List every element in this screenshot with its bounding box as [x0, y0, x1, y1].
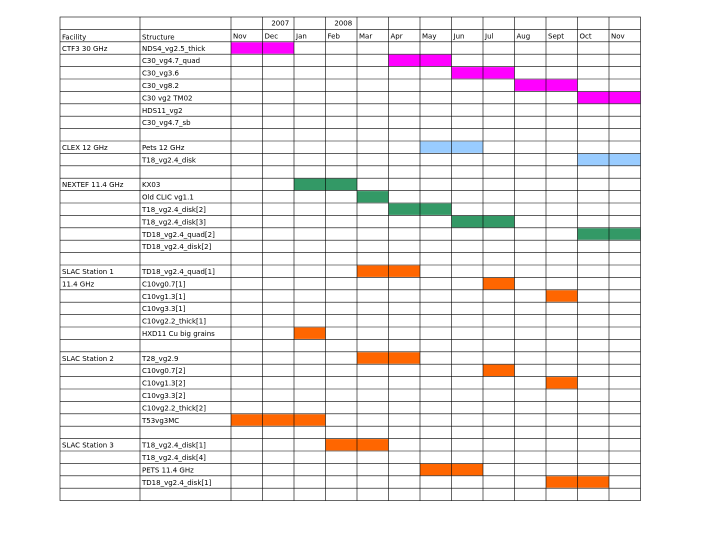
month-header: May	[422, 32, 436, 40]
structure-label: TD18_vg2.4_disk[2]	[141, 243, 212, 251]
structure-header: Structure	[142, 33, 175, 41]
structure-label: T18_vg2.4_disk[4]	[141, 454, 206, 462]
schedule-bar	[357, 191, 389, 203]
schedule-bar	[483, 364, 515, 377]
schedule-bar	[546, 290, 578, 302]
structure-label: C30 vg2 TM02	[142, 94, 193, 102]
structure-label: TD18_vg2.4_quad[2]	[141, 231, 215, 239]
structure-label: PETS 11.4 GHz	[142, 466, 194, 474]
facility-label: CLEX 12 GHz	[62, 144, 108, 152]
structure-label: TD18_vg2.4_disk[1]	[141, 479, 212, 487]
facility-label: SLAC Station 1	[62, 268, 114, 276]
month-header: Nov	[611, 32, 625, 40]
structure-label: C10vg2.2_thick[2]	[142, 404, 206, 412]
year-label: 2008	[334, 20, 352, 28]
month-header: Jul	[484, 32, 494, 40]
structure-label: C30_vg4.7_quad	[142, 57, 200, 65]
schedule-bar	[294, 327, 326, 339]
month-header: Feb	[328, 32, 341, 40]
structure-label: C30_vg8.2	[142, 82, 179, 90]
structure-label: T18_vg2.4_disk[2]	[141, 206, 206, 214]
facility-header: Facility	[62, 33, 86, 41]
schedule-bar	[546, 377, 578, 389]
structure-label: T18_vg2.4_disk[1]	[141, 442, 206, 450]
schedule-bar	[483, 277, 515, 290]
month-header: Oct	[580, 32, 592, 40]
schedule-bar	[231, 414, 326, 426]
month-header: Nov	[233, 32, 247, 40]
structure-label: HDS11_vg2	[142, 107, 183, 115]
facility-label: SLAC Station 2	[62, 355, 114, 363]
month-header: Mar	[359, 32, 372, 40]
structure-label: Old CLIC vg1.1	[142, 194, 194, 202]
month-header: Jun	[453, 32, 465, 40]
year-label: 2007	[271, 20, 289, 28]
structure-label: T18_vg2.4_disk[3]	[141, 218, 206, 226]
month-header: Apr	[391, 32, 403, 40]
grid-lines	[59, 16, 641, 501]
structure-label: C30_vg4.7_sb	[142, 119, 191, 127]
structure-label: C30_vg3.6	[142, 70, 180, 78]
structure-label: Pets 12 GHz	[142, 144, 185, 152]
month-header: Dec	[265, 32, 279, 40]
structure-label: C10vg0.7[1]	[142, 280, 186, 288]
structure-label: C10vg1.3[2]	[142, 380, 186, 388]
facility-label: 11.4 GHz	[62, 280, 94, 288]
structure-label: C10vg1.3[1]	[142, 293, 186, 301]
structure-label: C10vg3.3[2]	[142, 392, 186, 400]
structure-label: KX03	[142, 181, 160, 189]
facility-label: NEXTEF 11.4 GHz	[62, 181, 124, 189]
month-header: Jan	[295, 32, 307, 40]
structure-label: T18_vg2.4_disk	[141, 156, 197, 164]
structure-label: TD18_vg2.4_quad[1]	[141, 268, 215, 276]
structure-label: T53vg3MC	[141, 417, 179, 425]
table-border	[59, 16, 641, 501]
facility-label: CTF3 30 GHz	[62, 45, 108, 53]
structure-label: C10vg3.3[1]	[142, 305, 186, 313]
structure-label: C10vg2.2_thick[1]	[142, 318, 206, 326]
facility-label: SLAC Station 3	[62, 442, 114, 450]
structure-label: T28_vg2.9	[141, 355, 178, 363]
month-header: Sept	[548, 32, 564, 40]
structure-label: NDS4_vg2.5_thick	[142, 45, 206, 53]
structure-label: C10vg0.7[2]	[142, 367, 186, 375]
structure-label: HXD11 Cu big grains	[142, 330, 215, 338]
month-header: Aug	[517, 32, 531, 40]
